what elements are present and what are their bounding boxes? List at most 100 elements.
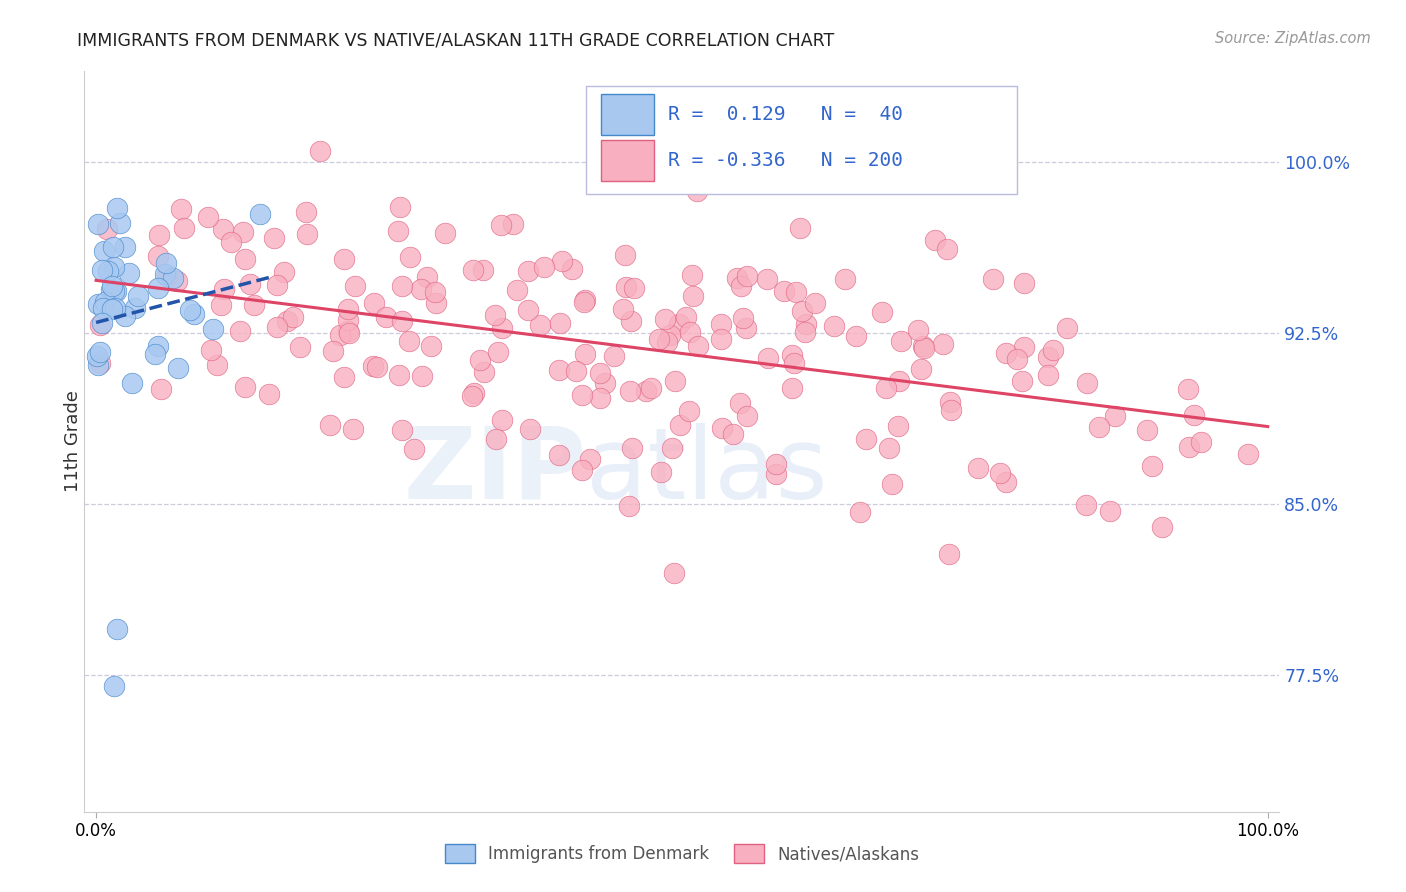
Point bbox=[87, 297, 110, 311]
Point bbox=[561, 262, 583, 277]
Point bbox=[391, 279, 413, 293]
Point bbox=[1104, 409, 1126, 423]
Point bbox=[529, 318, 551, 333]
Point bbox=[263, 231, 285, 245]
Point bbox=[686, 339, 709, 353]
Point bbox=[212, 221, 235, 235]
Point bbox=[399, 251, 422, 265]
Point bbox=[415, 269, 437, 284]
Point bbox=[249, 207, 271, 221]
Point bbox=[103, 285, 125, 299]
Point bbox=[855, 432, 877, 446]
Point bbox=[845, 328, 868, 343]
Point bbox=[491, 413, 513, 427]
Point bbox=[780, 381, 803, 395]
Point bbox=[170, 202, 193, 216]
Point bbox=[91, 316, 114, 330]
Point bbox=[363, 296, 385, 310]
Point bbox=[1136, 423, 1159, 437]
Point bbox=[166, 275, 188, 289]
Point bbox=[1140, 459, 1163, 474]
Point bbox=[1178, 440, 1201, 454]
Point bbox=[794, 317, 817, 331]
Point bbox=[86, 349, 108, 363]
Point bbox=[434, 226, 457, 240]
Point bbox=[619, 384, 641, 398]
Point bbox=[636, 384, 658, 398]
Point bbox=[322, 343, 344, 358]
Point bbox=[682, 289, 704, 303]
Point bbox=[912, 341, 935, 355]
Point bbox=[1042, 343, 1064, 357]
Point bbox=[333, 252, 356, 266]
Point bbox=[233, 252, 256, 267]
Point bbox=[758, 351, 780, 365]
Point bbox=[205, 358, 228, 372]
Point bbox=[887, 374, 910, 388]
Point bbox=[257, 387, 280, 401]
Point bbox=[162, 271, 184, 285]
Point bbox=[571, 388, 593, 402]
Point bbox=[411, 368, 433, 383]
Point bbox=[681, 268, 703, 282]
Point bbox=[1005, 351, 1028, 366]
Point bbox=[910, 362, 932, 376]
Point bbox=[547, 448, 569, 462]
Point bbox=[890, 334, 912, 348]
Point bbox=[565, 364, 588, 378]
Point bbox=[932, 337, 955, 351]
Point bbox=[1011, 374, 1033, 388]
Point bbox=[105, 623, 128, 637]
Point bbox=[735, 409, 758, 423]
Bar bbox=[600, 94, 654, 135]
Point bbox=[655, 334, 678, 349]
Point bbox=[887, 418, 910, 433]
Point bbox=[94, 295, 117, 310]
Point bbox=[337, 301, 360, 316]
Point bbox=[388, 368, 411, 383]
Point bbox=[1076, 376, 1098, 391]
Point bbox=[173, 221, 195, 235]
Point bbox=[103, 260, 125, 274]
Point bbox=[89, 318, 111, 332]
Point bbox=[612, 301, 634, 316]
Point bbox=[648, 332, 671, 346]
Point bbox=[773, 284, 796, 298]
Point bbox=[366, 359, 388, 374]
Point bbox=[361, 359, 384, 373]
Point bbox=[907, 323, 929, 337]
Point bbox=[87, 217, 110, 231]
Text: R =  0.129   N =  40: R = 0.129 N = 40 bbox=[668, 104, 903, 124]
Point bbox=[983, 272, 1005, 286]
Point bbox=[789, 221, 811, 235]
Point bbox=[420, 339, 443, 353]
Point bbox=[621, 442, 644, 456]
Point bbox=[148, 228, 170, 243]
Point bbox=[87, 358, 110, 372]
Point bbox=[344, 278, 367, 293]
Point bbox=[730, 279, 752, 293]
Point bbox=[737, 268, 759, 283]
Point bbox=[533, 260, 555, 274]
Point bbox=[678, 404, 700, 418]
Point bbox=[232, 225, 254, 239]
Point bbox=[150, 382, 173, 396]
Point bbox=[212, 282, 235, 296]
Point bbox=[404, 442, 426, 456]
Text: R = -0.336   N = 200: R = -0.336 N = 200 bbox=[668, 151, 903, 169]
Point bbox=[614, 248, 637, 262]
Point bbox=[765, 457, 787, 471]
Point bbox=[765, 467, 787, 481]
Point bbox=[276, 314, 298, 328]
Point bbox=[101, 301, 124, 316]
Point bbox=[470, 353, 492, 368]
Point bbox=[939, 403, 962, 417]
Point bbox=[155, 256, 177, 270]
Point bbox=[309, 144, 332, 158]
Point bbox=[668, 317, 690, 331]
Point bbox=[143, 347, 166, 361]
Point bbox=[1088, 420, 1111, 434]
Point bbox=[710, 317, 733, 331]
Point bbox=[124, 301, 146, 315]
Point bbox=[664, 374, 686, 388]
